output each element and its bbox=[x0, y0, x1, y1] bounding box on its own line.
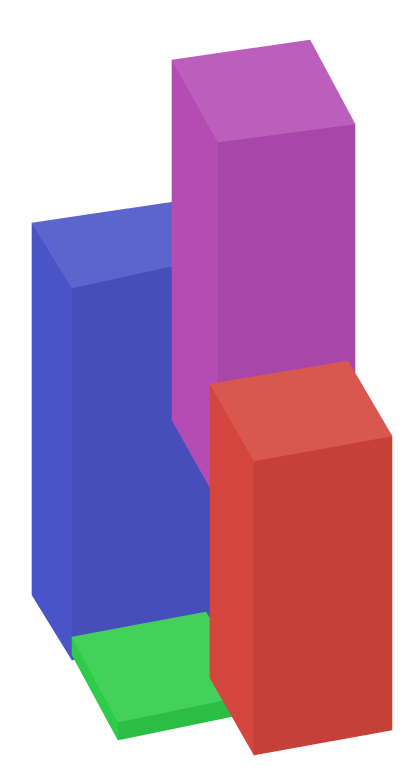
bar-front-right-front bbox=[253, 435, 393, 756]
bar-back-left-side bbox=[31, 222, 73, 661]
bar-front-left bbox=[71, 611, 255, 741]
bar-front-right bbox=[209, 360, 393, 756]
bar-front-right-top bbox=[209, 360, 393, 462]
bar-back-right-top bbox=[171, 39, 356, 143]
